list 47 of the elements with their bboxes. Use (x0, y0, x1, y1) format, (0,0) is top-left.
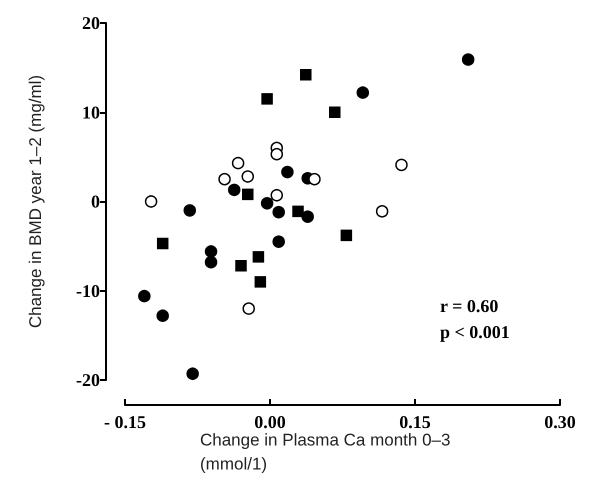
point (395, 158, 408, 172)
point (340, 230, 352, 242)
point (232, 156, 244, 170)
point (272, 206, 285, 218)
point (252, 251, 264, 263)
point (242, 188, 254, 200)
y-tick-label: -20 (76, 370, 100, 390)
point (270, 189, 284, 202)
y-tick-label: 10 (82, 102, 100, 122)
point (254, 276, 266, 288)
point (242, 302, 255, 315)
point (261, 93, 273, 105)
point (186, 368, 199, 380)
point (301, 210, 314, 223)
x-tick-label: - 0.15 (104, 412, 146, 432)
point (156, 238, 168, 250)
y-tick-label: 0 (91, 192, 100, 212)
point (204, 245, 218, 258)
point (260, 197, 274, 210)
x-tick-label: 0.00 (254, 412, 286, 432)
point (204, 256, 218, 268)
annotation: p < 0.001 (440, 322, 510, 342)
point (138, 290, 151, 302)
point (156, 309, 169, 322)
point (144, 195, 158, 208)
point (300, 69, 312, 81)
y-tick-label: -10 (76, 280, 100, 301)
point (462, 53, 474, 66)
point (292, 206, 304, 218)
point (270, 148, 284, 160)
point (272, 235, 285, 248)
point (184, 204, 196, 217)
point (242, 170, 254, 183)
y-axis-title: Change in BMD year 1–2 (mg/ml) (26, 74, 45, 328)
point (329, 106, 341, 118)
point (376, 205, 388, 218)
x-tick-label: 0.30 (544, 412, 576, 432)
point (228, 184, 240, 196)
x-axis-title: Change in Plasma Ca month 0–3 (mmol/1) (200, 430, 456, 474)
point (356, 86, 370, 99)
point (218, 172, 231, 186)
annotation: r = 0.60 (440, 296, 498, 316)
point (235, 260, 247, 272)
y-tick-label: 20 (82, 13, 100, 33)
x-tick-label: 0.15 (399, 412, 431, 432)
point (281, 166, 294, 178)
point (308, 172, 321, 186)
